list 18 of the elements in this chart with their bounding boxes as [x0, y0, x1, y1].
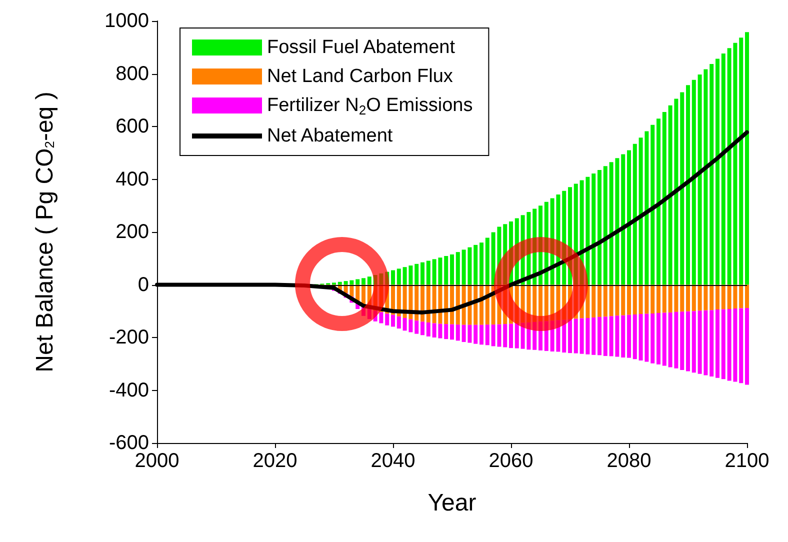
x-tick-label: 2060 [488, 450, 534, 472]
y-tick-label: 0 [138, 274, 149, 296]
y-axis-title: Net Balance ( Pg CO2-eq ) [32, 92, 58, 372]
legend-label: Net Land Carbon Flux [267, 66, 454, 87]
y-tick-label: 200 [116, 221, 149, 243]
y-tick-label: 800 [116, 62, 149, 85]
y-tick-label: -400 [108, 379, 149, 402]
y-tick-label: 400 [116, 168, 149, 190]
x-tick-label: 2100 [724, 450, 770, 472]
y-tick-label: -200 [108, 326, 149, 348]
legend-label: Fossil Fuel Abatement [267, 37, 456, 58]
x-tick-label: 2020 [252, 450, 298, 472]
x-tick-label: 2040 [370, 450, 416, 472]
y-tick-label: 1000 [104, 10, 149, 32]
y-tick-label: 600 [116, 116, 149, 138]
x-axis-title: Year [428, 490, 476, 516]
legend-label: Net Abatement [267, 126, 394, 146]
x-tick-label: 2080 [606, 450, 652, 472]
